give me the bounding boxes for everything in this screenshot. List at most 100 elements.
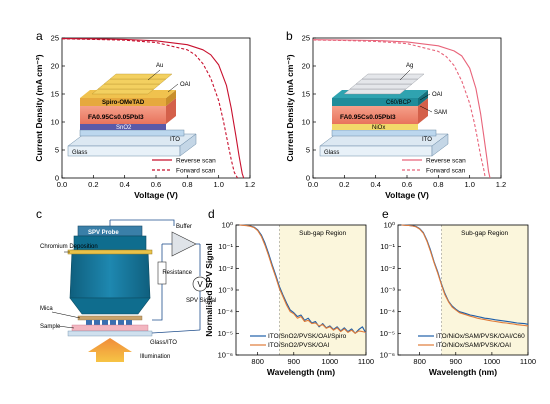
panel-d-xtick-label: 1000 xyxy=(322,357,339,366)
label-spv-probe: SPV Probe xyxy=(88,230,119,236)
device-b-label-nio: NiOx xyxy=(372,125,385,131)
panel-a-ytick-label: 20 xyxy=(51,62,59,71)
panel-label-e: e xyxy=(382,207,389,221)
panel-d-ytick-label: 10⁰ xyxy=(222,221,233,230)
panel-b-xtick-label: 0.8 xyxy=(433,180,443,189)
panel-e-xtick-label: 800 xyxy=(413,357,426,366)
device-b-label-top: Ag xyxy=(406,63,413,69)
panel-d-region-label: Sub-gap Region xyxy=(299,230,346,237)
panel-a-ytick-label: 15 xyxy=(51,90,59,99)
panel-e-ytick-label: 10⁻¹ xyxy=(380,242,395,251)
device-a-label-oai: OAI xyxy=(180,82,191,88)
panel-e-xtick-label: 1000 xyxy=(484,357,501,366)
panel-a-xtick-label: 1.2 xyxy=(245,180,255,189)
panel-e-series xyxy=(401,224,529,327)
panel-b-xlabel: Voltage (V) xyxy=(385,190,429,200)
panel-b-ylabel: Current Density (mA cm⁻²) xyxy=(285,54,295,161)
panel-d-spv-chart: 800 900 1000 1100 10⁻⁶ 10⁻⁵ 10⁻⁴ 10⁻³ 10⁻² 10⁻¹ 10… xyxy=(204,221,374,378)
illumination-arrow xyxy=(88,338,132,362)
panel-label-d: d xyxy=(208,207,215,221)
device-b-label-pvk: FA0.95Cs0.05PbI3 xyxy=(340,114,396,121)
device-a-schematic: Au OAI Spiro-OMeTAD FA0.95Cs0.05PbI3 SnO… xyxy=(67,63,197,157)
panel-a-jv-chart: 0.0 0.2 0.4 0.6 0.8 1.0 1.2 0 5 10 15 20 25 Voltage (… xyxy=(34,34,255,201)
device-a-label-htl: Spiro-OMeTAD xyxy=(102,100,145,106)
panel-b-ytick-label: 15 xyxy=(302,90,310,99)
legend-b-forward: Forward scan xyxy=(426,168,466,175)
panel-b-xtick-label: 0.6 xyxy=(402,180,412,189)
label-buffer: Buffer xyxy=(176,224,192,230)
panel-a-ytick-label: 25 xyxy=(51,34,59,43)
label-resistance: Resistance xyxy=(162,270,192,276)
panel-d-ytick-label: 10⁻⁵ xyxy=(218,329,233,338)
panel-b-xtick-label: 0.0 xyxy=(308,180,318,189)
device-b-schematic: Ag OAI C60/BCP SAM FA0.95Cs0.05PbI3 NiOx… xyxy=(319,63,449,157)
panel-a-series-1 xyxy=(61,38,238,179)
panel-d-ytick-label: 10⁻³ xyxy=(218,286,233,295)
panel-d-series xyxy=(239,224,367,334)
panel-a-axes: 0.0 0.2 0.4 0.6 0.8 1.0 1.2 0 5 10 15 20 25 Voltage (… xyxy=(34,34,255,201)
panel-e-axes: 800 900 1000 1100 10⁻⁶ 10⁻⁵ 10⁻⁴ 10⁻³ 10⁻² 10⁻¹ 10… xyxy=(379,221,536,378)
label-mica: Mica xyxy=(40,306,53,312)
sample-cells xyxy=(86,320,132,325)
panel-a-series xyxy=(61,38,245,179)
panel-e-series-1 xyxy=(401,224,529,327)
panel-a-legend: Reverse scan Forward scan xyxy=(152,158,216,175)
panel-e-spv-chart: 800 900 1000 1100 10⁻⁶ 10⁻⁵ 10⁻⁴ 10⁻³ 10⁻² 10⁻¹ 10… xyxy=(379,221,536,378)
panel-b-ytick-label: 25 xyxy=(302,34,310,43)
panel-e-ytick-label: 10⁰ xyxy=(384,221,395,230)
panel-b-ytick-label: 5 xyxy=(306,146,310,155)
panel-a-xtick-label: 0.6 xyxy=(151,180,161,189)
panel-e-ytick-label: 10⁻⁵ xyxy=(380,329,395,338)
label-sample: Sample xyxy=(40,324,61,330)
panel-a-xtick-label: 0.0 xyxy=(57,180,67,189)
panel-label-c: c xyxy=(36,207,42,221)
legend-e-series-0: ITO/NiOx/SAM/PVSK/OAI/C60 xyxy=(436,333,525,340)
device-a-label-top: Au xyxy=(156,63,163,69)
panel-d-ytick-label: 10⁻² xyxy=(218,264,233,273)
panel-label-a: a xyxy=(36,29,43,43)
panel-b-xtick-label: 0.2 xyxy=(339,180,349,189)
panel-d-xlabel: Wavelength (nm) xyxy=(267,367,335,377)
panel-b-series-0 xyxy=(312,39,491,179)
panel-b-jv-chart: 0.0 0.2 0.4 0.6 0.8 1.0 1.2 0 5 10 15 20 25 Voltage (… xyxy=(285,34,506,201)
panel-d-xtick-label: 900 xyxy=(288,357,301,366)
panel-d-axes: 800 900 1000 1100 10⁻⁶ 10⁻⁵ 10⁻⁴ 10⁻³ 10⁻² 10⁻¹ 10… xyxy=(204,221,374,378)
device-a-label-pvk: FA0.95Cs0.05PbI3 xyxy=(88,114,144,121)
panel-e-xtick-label: 1100 xyxy=(520,357,536,366)
panel-e-ytick-label: 10⁻³ xyxy=(380,286,395,295)
panel-a-xtick-label: 0.2 xyxy=(88,180,98,189)
label-glass-ito: Glass/ITO xyxy=(150,340,177,346)
panel-a-ytick-label: 5 xyxy=(55,146,59,155)
legend-d-series-0: ITO/SnO2/PVSK/OAI/Spiro xyxy=(268,333,347,340)
panel-a-xlabel: Voltage (V) xyxy=(134,190,178,200)
device-b-label-oai: OAI xyxy=(432,92,443,98)
panel-d-legend: ITO/SnO2/PVSK/OAI/Spiro ITO/SnO2/PVSK/OA… xyxy=(250,333,347,349)
panel-e-ytick-label: 10⁻² xyxy=(380,264,395,273)
device-b-label-glass: Glass xyxy=(324,150,339,156)
device-b-label-c60: C60/BCP xyxy=(386,100,411,106)
panel-a-xtick-label: 0.8 xyxy=(182,180,192,189)
panel-d-ytick-label: 10⁻⁶ xyxy=(218,351,233,360)
panel-e-subgap-region xyxy=(441,225,528,355)
panel-a-series-0 xyxy=(61,38,245,179)
panel-a-ytick-label: 10 xyxy=(51,118,59,127)
panel-b-xtick-label: 1.2 xyxy=(496,180,506,189)
label-illumination: Illumination xyxy=(140,354,170,360)
panel-label-b: b xyxy=(286,29,293,43)
panel-b-legend: Reverse scan Forward scan xyxy=(402,158,466,175)
spv-setup-diagram: SPV Probe Buffer Resistance V SPV Signal xyxy=(40,219,216,362)
panel-e-ytick-label: 10⁻⁶ xyxy=(380,351,395,360)
device-a-label-ito: ITO xyxy=(170,137,180,143)
panel-b-ytick-label: 20 xyxy=(302,62,310,71)
panel-e-xtick-label: 900 xyxy=(450,357,463,366)
legend-b-reverse: Reverse scan xyxy=(426,158,466,165)
panel-d-ytick-label: 10⁻⁴ xyxy=(217,307,233,316)
panel-b-ytick-label: 10 xyxy=(302,118,310,127)
panel-b-xtick-label: 0.4 xyxy=(370,180,380,189)
panel-e-xlabel: Wavelength (nm) xyxy=(429,367,497,377)
legend-d-series-1: ITO/SnO2/PVSK/OAI xyxy=(268,342,329,349)
panel-a-xtick-label: 1.0 xyxy=(213,180,223,189)
panel-e-ytick-label: 10⁻⁴ xyxy=(379,307,395,316)
legend-a-forward: Forward scan xyxy=(176,168,216,175)
panel-e-region-label: Sub-gap Region xyxy=(461,230,508,237)
